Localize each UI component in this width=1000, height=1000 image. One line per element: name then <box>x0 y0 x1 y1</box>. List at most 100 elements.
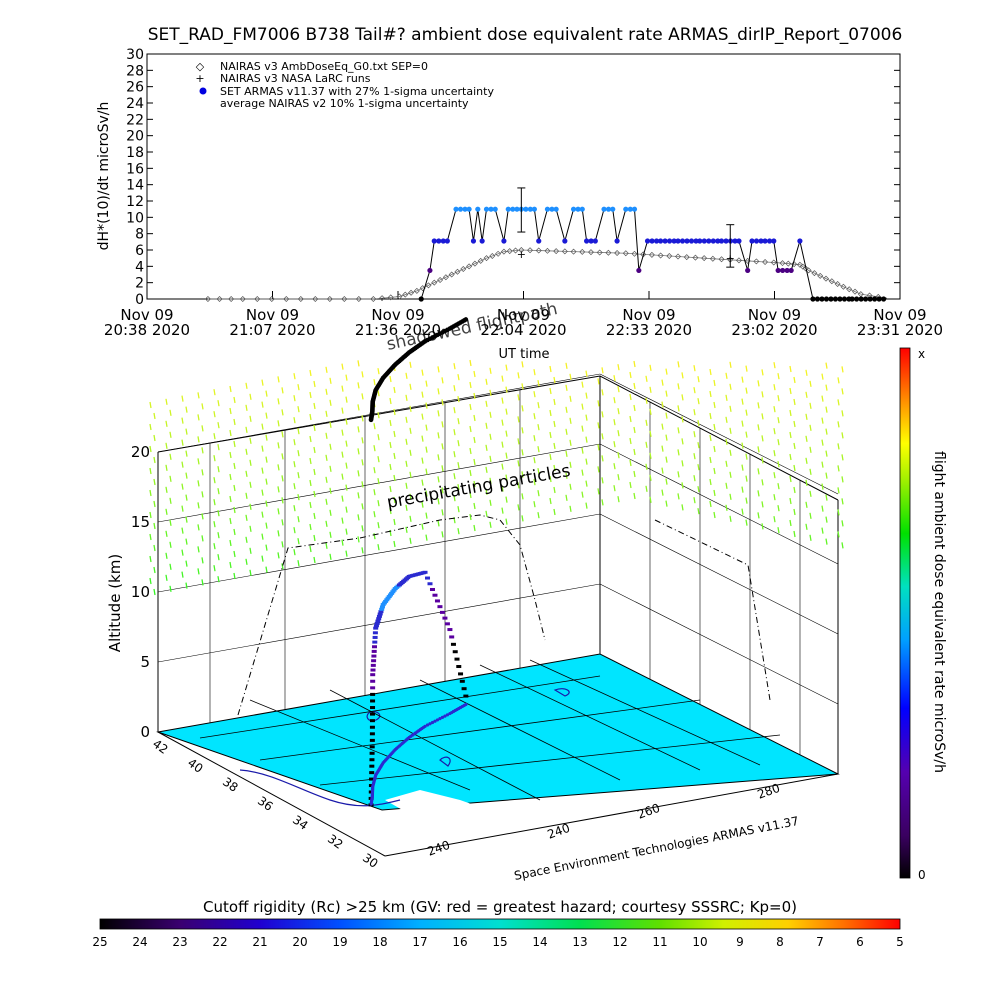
flight-path-point <box>385 596 391 600</box>
nairas-point <box>587 249 594 256</box>
armas-point <box>488 206 494 212</box>
particle-mark <box>181 483 184 490</box>
particle-mark <box>601 477 604 484</box>
particle-mark <box>213 499 216 506</box>
flight-path-point <box>375 619 381 623</box>
particle-mark <box>729 427 732 434</box>
particle-mark <box>533 413 536 420</box>
altitude-tick-label: 5 <box>140 653 150 671</box>
particle-mark <box>809 490 812 497</box>
legend-label-1: NAIRAS v3 NASA LaRC runs <box>220 72 371 85</box>
flight-path-point <box>444 622 450 626</box>
particle-mark <box>425 380 428 387</box>
particle-mark <box>585 436 588 443</box>
particle-mark <box>457 396 460 403</box>
armas-point <box>849 296 855 302</box>
particle-mark <box>709 434 712 442</box>
particle-mark <box>213 433 216 440</box>
particle-mark <box>597 466 600 473</box>
particle-mark <box>697 420 700 427</box>
nasa-run-marker: + <box>517 248 526 261</box>
nairas-point <box>355 296 362 302</box>
particle-mark <box>309 501 312 509</box>
particle-mark <box>277 508 280 515</box>
particle-mark <box>805 413 808 420</box>
particle-mark <box>245 448 248 455</box>
particle-mark <box>597 488 600 495</box>
flight-path-point <box>437 605 443 609</box>
armas-point <box>492 206 498 212</box>
particle-mark <box>805 479 808 486</box>
particle-mark <box>377 522 380 529</box>
particle-mark <box>165 464 168 471</box>
armas-point <box>549 206 555 212</box>
particle-mark <box>329 443 332 450</box>
particle-mark <box>837 399 840 406</box>
particle-mark <box>469 403 472 411</box>
y-tick-label: 30 <box>126 47 144 63</box>
particle-mark <box>825 362 828 369</box>
flight-path-point <box>452 650 458 654</box>
nairas-point <box>535 247 542 254</box>
armas-point <box>732 238 738 244</box>
particle-mark <box>217 554 220 561</box>
particle-mark <box>581 425 584 432</box>
armas-point <box>810 296 816 302</box>
particle-mark <box>549 497 552 505</box>
particle-mark <box>585 370 588 377</box>
particle-mark <box>837 487 840 494</box>
particle-mark <box>453 385 456 392</box>
particle-mark <box>297 384 300 391</box>
particle-mark <box>217 400 220 407</box>
nairas-point <box>518 247 525 253</box>
particle-mark <box>469 491 472 499</box>
particle-mark <box>537 490 540 497</box>
particle-mark <box>569 395 572 402</box>
particle-mark <box>709 478 712 486</box>
armas-point <box>453 206 459 212</box>
particle-mark <box>313 556 316 564</box>
particle-mark <box>217 466 220 473</box>
armas-point <box>837 296 843 302</box>
particle-mark <box>549 387 552 395</box>
particle-mark <box>649 408 652 415</box>
particle-mark <box>645 375 648 382</box>
particle-mark <box>569 417 572 424</box>
particle-mark <box>837 377 840 384</box>
particle-mark <box>789 431 792 439</box>
particle-mark <box>453 363 456 370</box>
particle-mark <box>309 523 312 531</box>
armas-point <box>592 238 598 244</box>
particle-mark <box>837 531 840 538</box>
nairas-point <box>840 283 847 290</box>
wall-grid-h-right <box>599 513 839 635</box>
latitude-tick-label: 32 <box>325 832 346 852</box>
x-tick-date: Nov 09 <box>497 306 550 324</box>
armas-point <box>483 206 490 212</box>
ground-track-point <box>433 719 437 723</box>
particle-mark <box>185 428 188 435</box>
altitude-tick-label: 0 <box>140 723 150 741</box>
x-tick-time: 21:36 2020 <box>355 321 441 339</box>
wall-grid-h <box>157 513 601 593</box>
particle-mark <box>841 366 844 373</box>
particle-mark <box>165 530 168 537</box>
particle-mark <box>313 402 316 410</box>
particle-mark <box>213 565 216 572</box>
rigidity-tick-label: 13 <box>572 935 587 949</box>
particle-mark <box>601 455 604 462</box>
ground-track-point <box>445 713 450 717</box>
particle-mark <box>681 372 684 379</box>
particle-mark <box>777 527 780 534</box>
latitude-tick-label: 34 <box>290 813 311 833</box>
particle-mark <box>725 504 728 511</box>
flight-path-point <box>391 588 397 592</box>
armas-point <box>562 238 568 244</box>
particle-mark <box>633 492 636 500</box>
particle-mark <box>341 407 344 414</box>
particle-mark <box>597 400 600 407</box>
particle-mark <box>149 423 152 431</box>
armas-point <box>819 296 825 302</box>
armas-point <box>753 238 760 244</box>
nairas-point <box>312 296 319 302</box>
